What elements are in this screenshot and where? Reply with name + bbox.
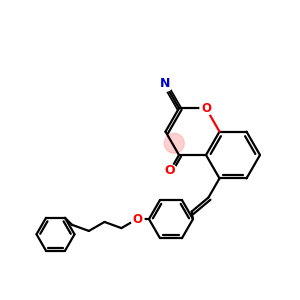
Text: O: O: [132, 213, 142, 226]
Text: O: O: [165, 164, 175, 177]
Text: N: N: [160, 77, 170, 91]
Circle shape: [164, 133, 184, 153]
Text: O: O: [201, 102, 211, 115]
